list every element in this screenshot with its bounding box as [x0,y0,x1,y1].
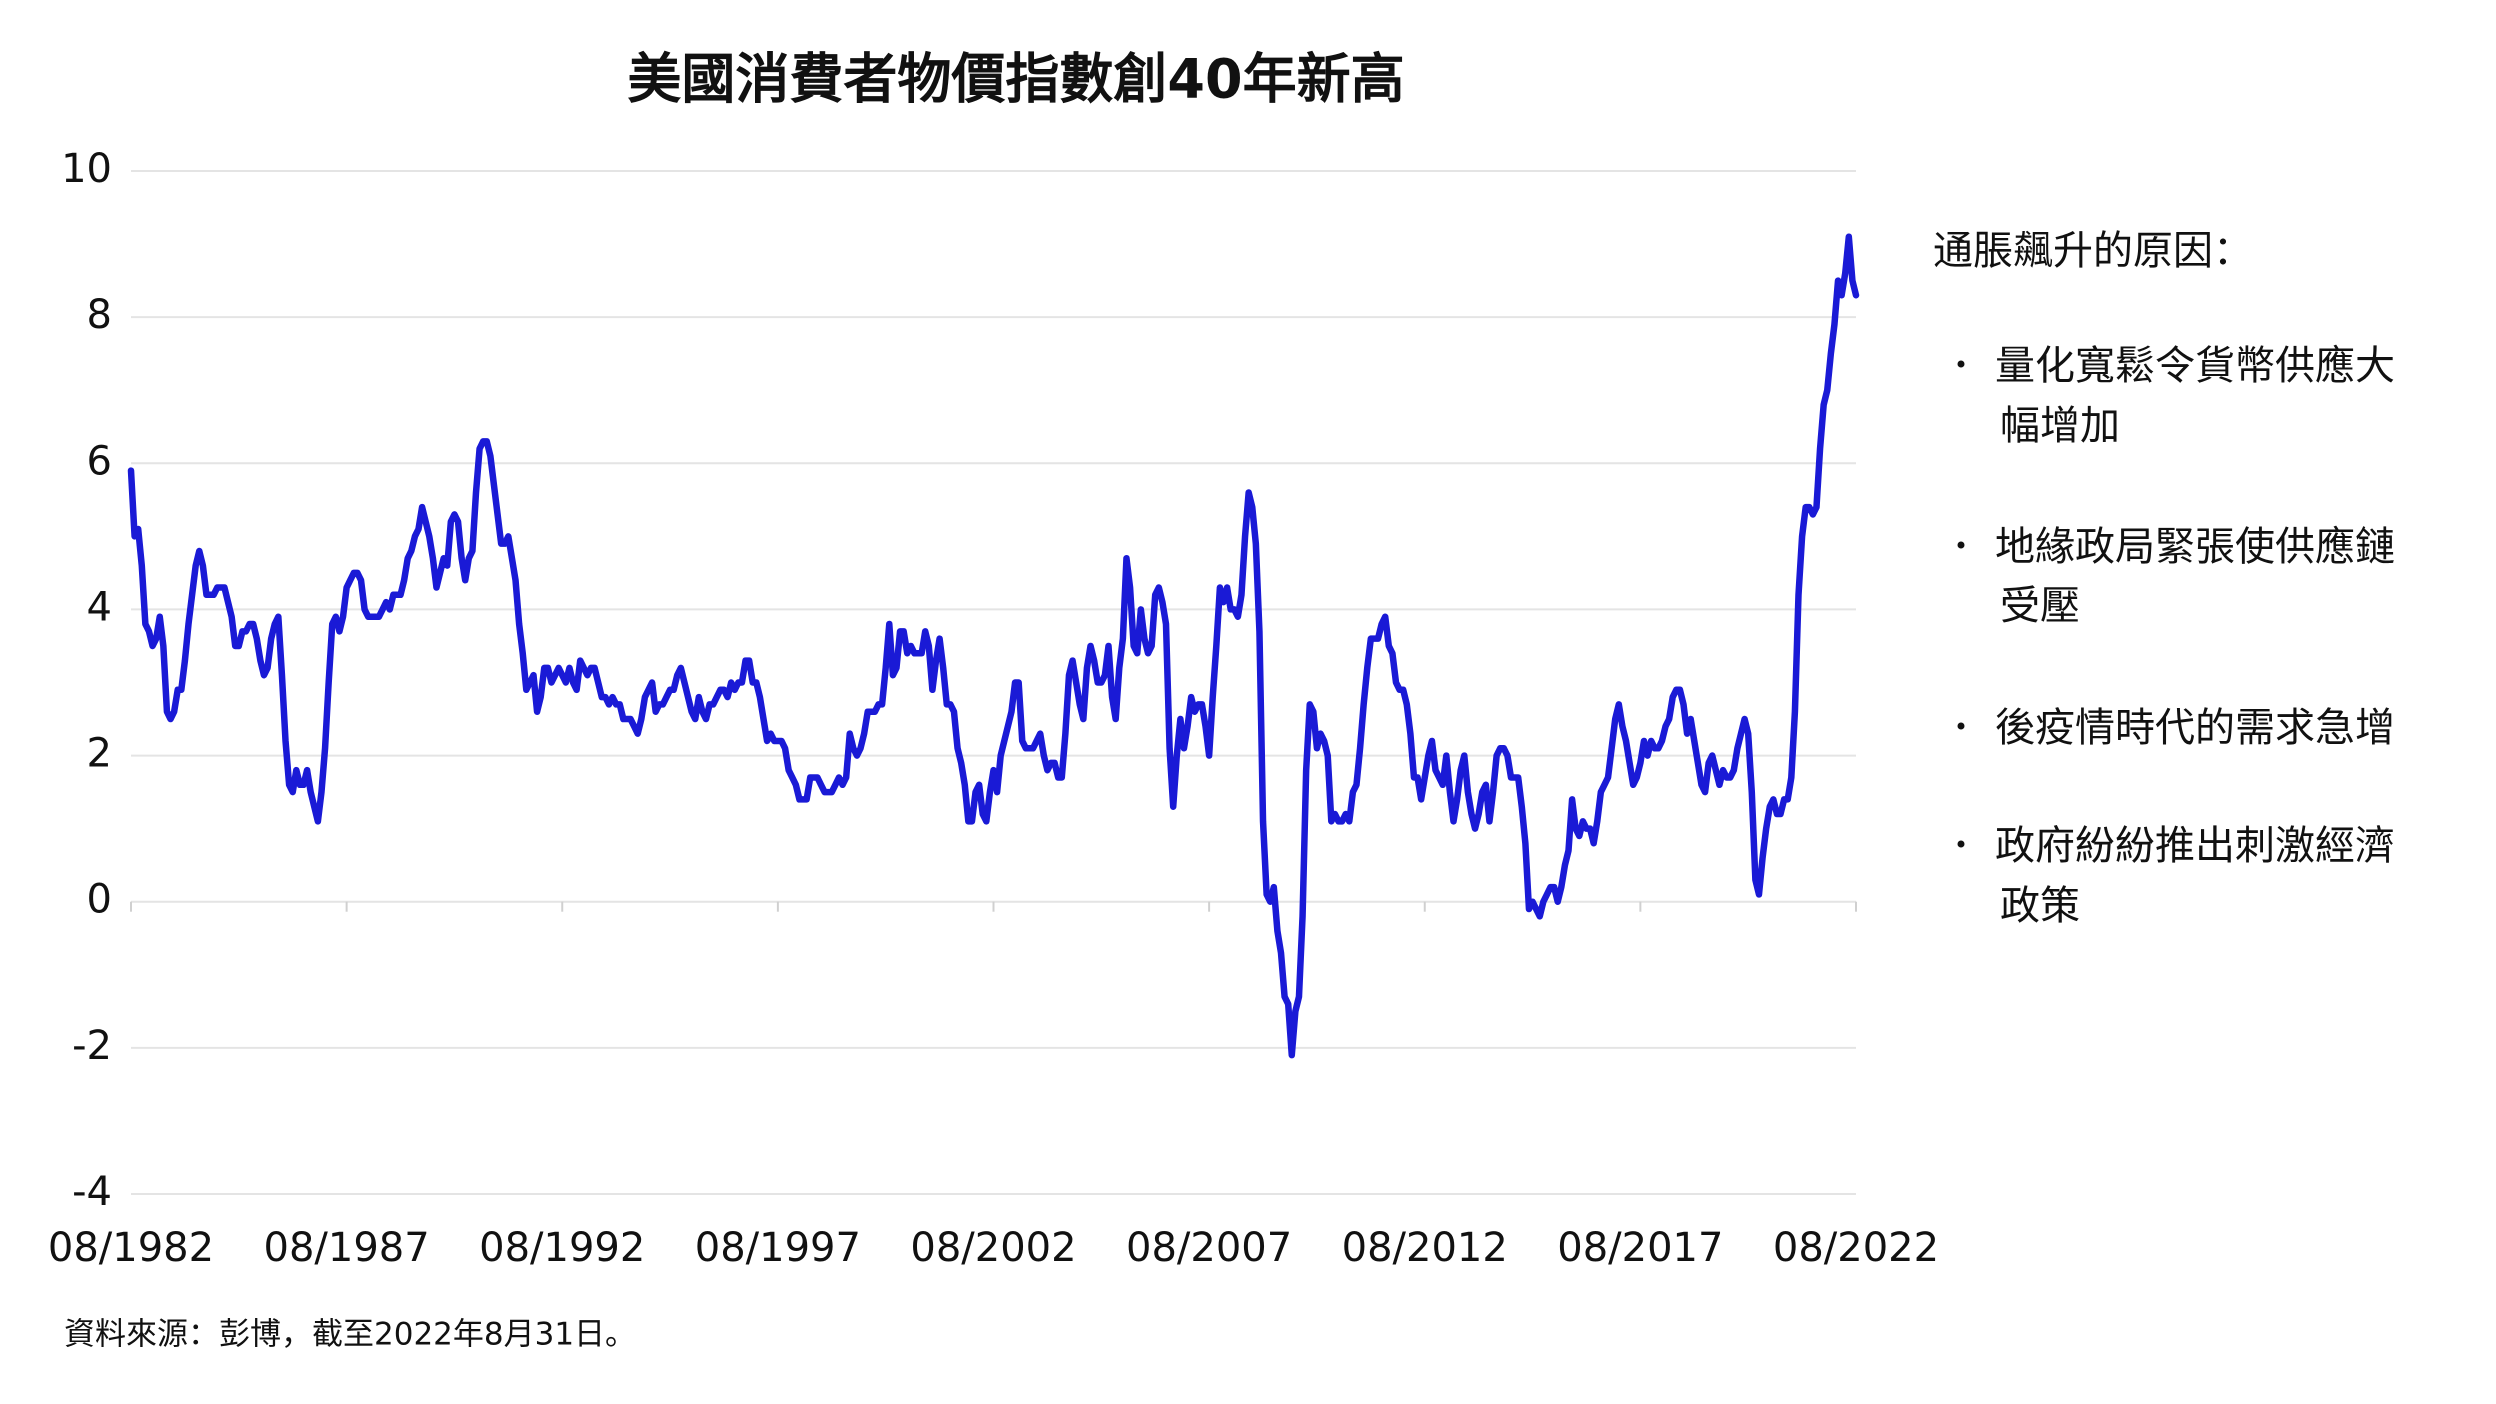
sidebar-item: 後疫情時代的需求急增 [1995,705,2395,751]
bullet [1957,840,1965,848]
x-tick-label: 08/1982 [48,1225,214,1271]
y-tick-label: 0 [87,877,112,923]
y-tick-label: 6 [87,438,112,484]
bullet [1957,541,1965,549]
x-tick-label: 08/1997 [695,1225,861,1271]
x-tick-label: 08/2012 [1342,1225,1508,1271]
sidebar-item: 幅增加 [2000,403,2120,449]
sidebar-item: 政府紛紛推出刺激經濟 [1995,823,2395,869]
sidebar-item: 政策 [2000,883,2080,929]
bullet [1957,360,1965,368]
y-tick-label: -4 [72,1169,112,1215]
sidebar-heading: 通脹飆升的原因： [1933,228,2253,274]
y-tick-label: 10 [61,146,112,192]
x-tick-label: 08/1992 [479,1225,645,1271]
y-tick-label: 2 [87,731,112,777]
sidebar-item: 量化寬鬆令貨幣供應大 [1995,343,2395,389]
y-tick-label: 4 [87,584,112,630]
bullet [1957,722,1965,730]
x-tick-label: 08/2022 [1773,1225,1939,1271]
x-tick-label: 08/2002 [910,1225,1076,1271]
sidebar-item: 地緣政局緊張使供應鏈 [1995,524,2395,570]
sidebar-item: 受壓 [2000,583,2080,629]
data-line [127,233,1860,1059]
source-note: 資料來源：彭博，截至2022年8月31日。 [64,1317,636,1353]
chart-title: 美國消費者物價指數創40年新高 [627,48,1404,111]
x-tick-label: 08/1987 [264,1225,430,1271]
x-tick-label: 08/2017 [1557,1225,1723,1271]
x-tick-label: 08/2007 [1126,1225,1292,1271]
y-tick-label: -2 [72,1023,112,1069]
y-tick-label: 8 [87,292,112,338]
